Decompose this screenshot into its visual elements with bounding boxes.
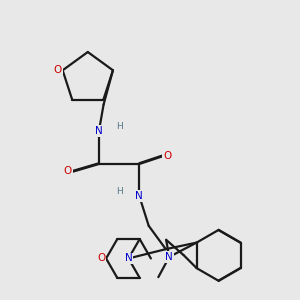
Text: O: O	[163, 151, 172, 161]
Text: O: O	[64, 167, 72, 176]
Text: N: N	[136, 191, 143, 201]
Text: N: N	[124, 254, 132, 263]
Text: H: H	[116, 122, 122, 131]
Text: N: N	[95, 126, 103, 136]
Text: N: N	[165, 252, 173, 262]
Text: O: O	[54, 65, 62, 75]
Text: O: O	[97, 254, 106, 263]
Text: H: H	[116, 187, 122, 196]
